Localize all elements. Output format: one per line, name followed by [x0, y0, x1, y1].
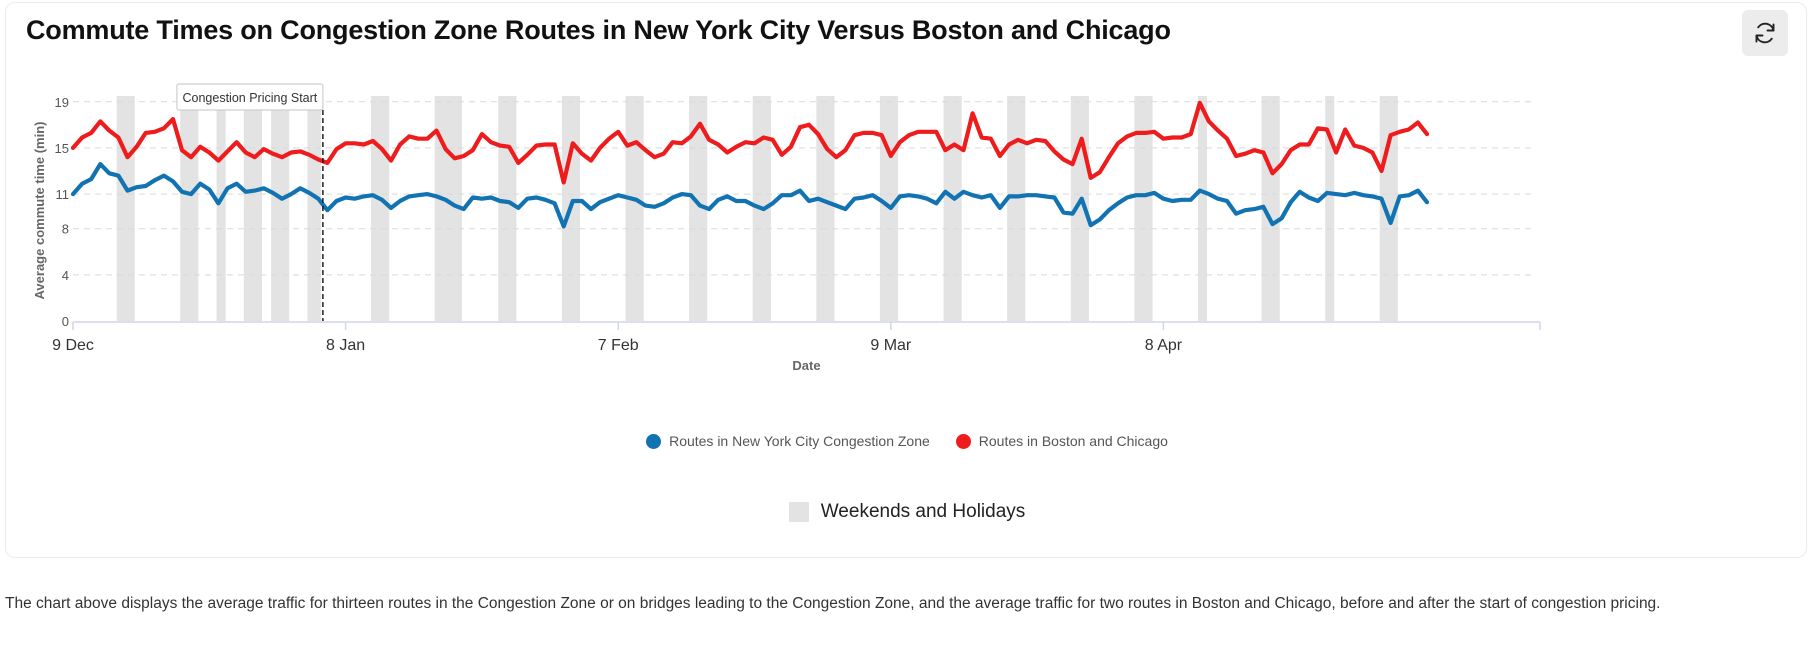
weekend-band	[271, 96, 290, 321]
annotation-box	[176, 83, 324, 111]
x-tick-label: 7 Feb	[598, 337, 639, 354]
weekend-band	[243, 96, 263, 321]
weekend-band	[1261, 96, 1280, 321]
weekend-band	[498, 96, 517, 321]
legend-label-nyc: Routes in New York City Congestion Zone	[669, 433, 930, 449]
weekend-band	[1007, 96, 1026, 321]
weekend-band	[689, 96, 708, 321]
y-tick-label: 15	[55, 141, 69, 156]
refresh-button[interactable]	[1742, 10, 1788, 56]
x-axis-title: Date	[792, 358, 820, 373]
y-axis-title: Average commute time (min)	[32, 122, 47, 300]
chart-caption: The chart above displays the average tra…	[5, 595, 1661, 612]
x-tick-label: 8 Jan	[326, 337, 365, 354]
y-tick-label: 4	[62, 268, 69, 283]
weekend-band	[1197, 96, 1208, 321]
weekend-band	[816, 96, 835, 321]
shade-legend-label: Weekends and Holidays	[820, 501, 1026, 522]
weekend-band	[216, 96, 226, 321]
y-tick-label: 11	[56, 187, 70, 202]
weekend-band	[1134, 96, 1153, 321]
legend-item-boston-chicago[interactable]: Routes in Boston and Chicago	[955, 433, 1168, 449]
series-line-boston-chicago	[70, 100, 1430, 185]
weekend-band	[307, 96, 322, 321]
weekend-band	[943, 96, 962, 321]
y-tick-label: 19	[55, 95, 69, 110]
line-chart: 0 4 8 11 15 19 9 Dec 8 Jan 7 Feb 9 Mar 8 Apr Date Av…	[32, 83, 1541, 373]
y-tick-label: 8	[62, 222, 69, 237]
series-line-nyc	[70, 162, 1430, 229]
weekend-band	[116, 96, 135, 321]
shade-swatch	[788, 502, 809, 522]
weekend-band	[180, 96, 199, 321]
legend-marker-boston-chicago	[955, 433, 971, 449]
weekend-band	[625, 96, 644, 321]
weekend-band	[371, 96, 390, 321]
legend-label-boston-chicago: Routes in Boston and Chicago	[978, 433, 1168, 449]
shaded-area-legend: Weekends and Holidays	[6, 501, 1808, 523]
x-tick-label: 9 Dec	[52, 337, 94, 354]
chart-title: Commute Times on Congestion Zone Routes …	[26, 15, 1171, 45]
annotation-label: Congestion Pricing Start	[182, 91, 317, 105]
legend-item-nyc[interactable]: Routes in New York City Congestion Zone	[646, 433, 930, 449]
x-tick-label: 8 Apr	[1145, 337, 1183, 354]
weekend-band	[1325, 96, 1335, 321]
chart-card: Commute Times on Congestion Zone Routes …	[5, 2, 1807, 558]
y-tick-label: 0	[62, 314, 69, 329]
chart-legend: Routes in New York City Congestion Zone …	[6, 433, 1808, 449]
refresh-icon	[1755, 22, 1775, 44]
x-tick-label: 9 Mar	[870, 337, 912, 354]
legend-marker-nyc	[646, 433, 662, 449]
